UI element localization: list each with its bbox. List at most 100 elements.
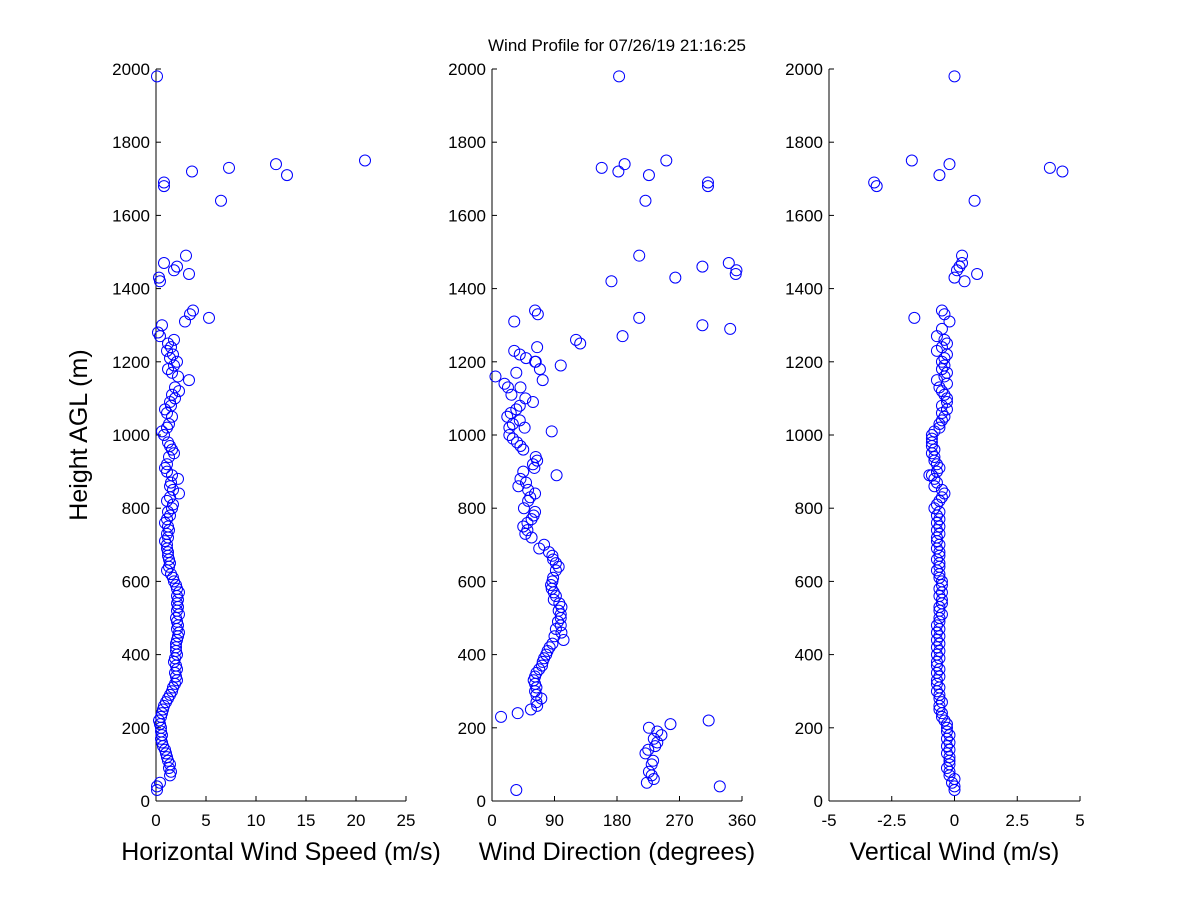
data-point xyxy=(557,633,570,646)
data-point xyxy=(169,666,181,679)
data-point xyxy=(513,399,526,412)
data-point xyxy=(164,491,176,504)
data-point xyxy=(933,568,946,581)
data-point xyxy=(164,769,176,782)
data-point xyxy=(153,271,165,284)
data-point xyxy=(938,333,951,346)
data-point xyxy=(930,498,943,511)
data-point xyxy=(639,194,652,207)
data-point xyxy=(655,729,668,742)
y-tick-label: 1800 xyxy=(785,133,823,152)
data-point xyxy=(933,699,946,712)
y-tick-label: 0 xyxy=(141,792,150,811)
data-point xyxy=(517,502,530,515)
data-point xyxy=(158,180,170,193)
data-point xyxy=(164,509,176,522)
data-point xyxy=(164,480,176,493)
data-point xyxy=(935,322,948,335)
data-point xyxy=(172,472,184,485)
x-tick-label: 2.5 xyxy=(1005,811,1029,830)
data-point xyxy=(554,612,567,624)
data-point xyxy=(722,256,735,269)
y-tick-label: 400 xyxy=(795,646,823,665)
data-point xyxy=(533,663,546,676)
data-point xyxy=(930,476,943,489)
data-point xyxy=(633,311,646,324)
data-point xyxy=(940,348,953,361)
data-point xyxy=(529,304,542,317)
data-point xyxy=(168,264,180,277)
y-tick-label: 200 xyxy=(458,719,486,738)
data-point xyxy=(930,659,943,672)
y-tick-label: 400 xyxy=(122,646,150,665)
data-point xyxy=(647,732,660,745)
data-point xyxy=(951,264,964,277)
data-point xyxy=(165,765,177,778)
data-point xyxy=(930,633,943,646)
data-point xyxy=(498,377,511,390)
data-point xyxy=(930,542,943,555)
data-point xyxy=(933,590,946,603)
data-point xyxy=(935,707,948,720)
data-point xyxy=(517,443,530,456)
data-point xyxy=(184,308,196,321)
data-point xyxy=(166,410,178,423)
data-point xyxy=(935,608,948,621)
data-point xyxy=(933,520,946,533)
data-point xyxy=(511,436,523,449)
data-points xyxy=(489,70,743,797)
data-point xyxy=(154,776,166,789)
y-tick-label: 1400 xyxy=(785,280,823,299)
data-point xyxy=(940,725,953,738)
data-point xyxy=(525,513,538,526)
y-tick-label: 1000 xyxy=(785,426,823,445)
data-point xyxy=(570,333,583,346)
data-point xyxy=(187,304,199,317)
data-point xyxy=(930,509,943,522)
data-point xyxy=(154,330,166,343)
data-point xyxy=(935,483,948,496)
y-tick-label: 800 xyxy=(122,499,150,518)
data-point xyxy=(511,707,524,720)
x-axis-label: Vertical Wind (m/s) xyxy=(850,838,1060,866)
data-point xyxy=(510,784,523,797)
data-point xyxy=(151,784,163,797)
data-point xyxy=(531,699,544,712)
data-point xyxy=(958,275,971,288)
y-tick-label: 1000 xyxy=(112,426,150,445)
data-point xyxy=(514,439,527,452)
data-point xyxy=(171,260,183,273)
data-point xyxy=(935,414,948,427)
x-tick-label: 360 xyxy=(728,811,756,830)
x-tick-label: 0 xyxy=(950,811,959,830)
data-point xyxy=(549,557,562,570)
data-point xyxy=(542,546,555,559)
data-point xyxy=(173,385,185,398)
y-tick-label: 0 xyxy=(477,792,486,811)
data-point xyxy=(645,758,658,771)
data-point xyxy=(935,385,948,398)
data-point xyxy=(956,256,969,269)
data-point xyxy=(508,315,521,328)
data-point xyxy=(928,450,941,463)
x-tick-label: 15 xyxy=(297,811,316,830)
data-point xyxy=(167,498,179,511)
data-point xyxy=(281,169,293,182)
data-point xyxy=(506,432,519,445)
data-point xyxy=(933,630,946,643)
panel-direction: 0 200 400 600 800 1000 1200 1400 1600 1800 2000 0 90… xyxy=(448,60,756,866)
data-point xyxy=(930,641,943,654)
data-point xyxy=(933,615,946,628)
x-tick-label: 0 xyxy=(487,811,496,830)
data-point xyxy=(510,366,523,379)
data-point xyxy=(164,557,176,570)
data-point xyxy=(618,158,631,171)
data-point xyxy=(526,396,539,409)
x-tick-label: 10 xyxy=(247,811,266,830)
data-point xyxy=(933,461,946,474)
data-point xyxy=(933,513,946,526)
data-point xyxy=(173,626,185,639)
data-point xyxy=(940,740,953,753)
data-point xyxy=(503,421,516,434)
data-point xyxy=(545,579,558,592)
